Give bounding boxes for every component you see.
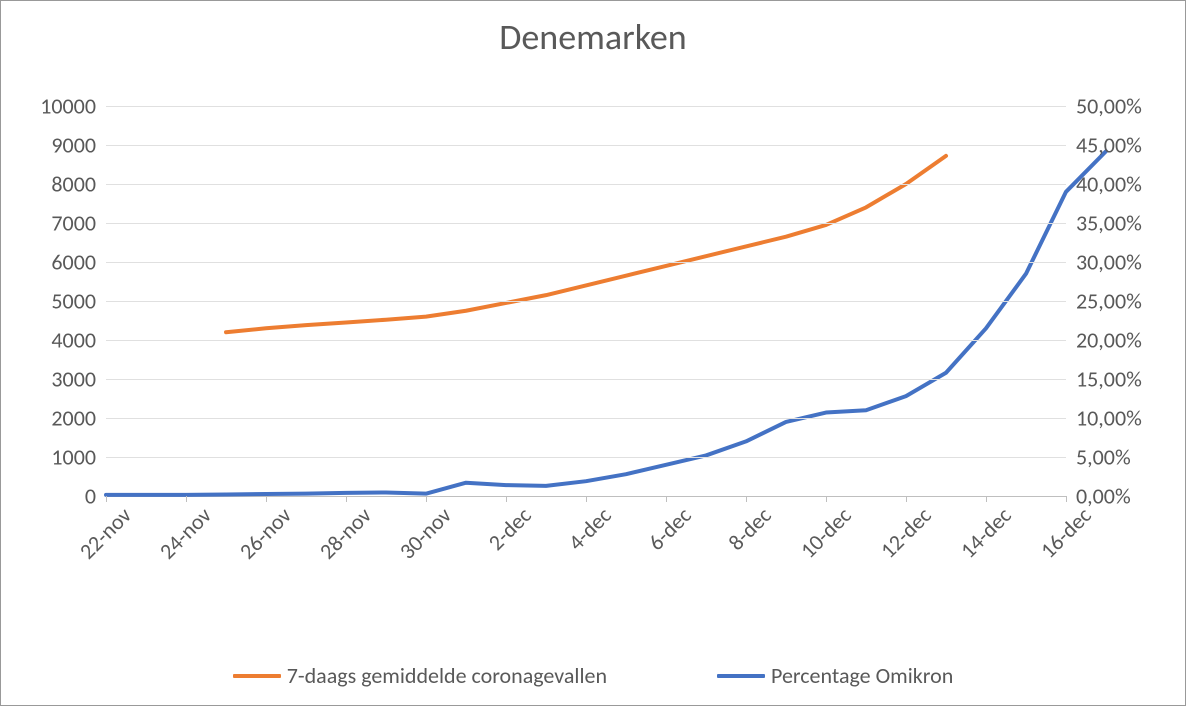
chart-title: Denemarken <box>1 15 1185 59</box>
gridline <box>106 340 1066 341</box>
gridline <box>106 262 1066 263</box>
legend-item: Percentage Omikron <box>717 662 953 689</box>
x-tick-label: 28-nov <box>308 496 377 565</box>
gridline <box>106 457 1066 458</box>
y-right-tick-label: 25,00% <box>1066 288 1142 315</box>
y-right-tick-label: 10,00% <box>1066 405 1142 432</box>
legend-swatch <box>233 674 281 678</box>
y-left-tick-label: 4000 <box>51 327 106 354</box>
gridline <box>106 106 1066 107</box>
y-left-tick-label: 10000 <box>40 93 106 120</box>
y-right-tick-label: 45,00% <box>1066 132 1142 159</box>
y-left-tick-label: 5000 <box>51 288 106 315</box>
x-tick-label: 22-nov <box>68 496 137 565</box>
y-left-tick-label: 2000 <box>51 405 106 432</box>
x-tick-label: 4-dec <box>557 496 617 556</box>
y-left-tick-label: 9000 <box>51 132 106 159</box>
x-tick-label: 8-dec <box>717 496 777 556</box>
gridline <box>106 184 1066 185</box>
y-right-tick-label: 5,00% <box>1066 444 1131 471</box>
y-left-tick-label: 8000 <box>51 171 106 198</box>
y-left-tick-label: 3000 <box>51 366 106 393</box>
legend-swatch <box>717 674 765 678</box>
y-right-tick-label: 40,00% <box>1066 171 1142 198</box>
gridline <box>106 145 1066 146</box>
x-tick-label: 12-dec <box>869 496 937 564</box>
gridline <box>106 379 1066 380</box>
plot-area: 00,00%10005,00%200010,00%300015,00%40002… <box>106 106 1066 497</box>
legend-label: 7-daags gemiddelde coronagevallen <box>287 662 607 689</box>
gridline <box>106 223 1066 224</box>
y-left-tick-label: 1000 <box>51 444 106 471</box>
x-tick-label: 6-dec <box>637 496 697 556</box>
x-tick-label: 30-nov <box>388 496 457 565</box>
series-omicron-line <box>106 151 1106 495</box>
x-tick-label: 10-dec <box>789 496 857 564</box>
x-tick-label: 2-dec <box>477 496 537 556</box>
y-left-tick-label: 7000 <box>51 210 106 237</box>
chart-container: Denemarken 00,00%10005,00%200010,00%3000… <box>0 0 1186 706</box>
gridline <box>106 418 1066 419</box>
y-right-tick-label: 30,00% <box>1066 249 1142 276</box>
legend-item: 7-daags gemiddelde coronagevallen <box>233 662 607 689</box>
y-right-tick-label: 20,00% <box>1066 327 1142 354</box>
y-left-tick-label: 6000 <box>51 249 106 276</box>
legend-label: Percentage Omikron <box>771 662 953 689</box>
y-right-tick-label: 15,00% <box>1066 366 1142 393</box>
x-tick-label: 24-nov <box>148 496 217 565</box>
gridline <box>106 301 1066 302</box>
legend: 7-daags gemiddelde coronagevallen Percent… <box>1 662 1185 689</box>
x-tick-label: 14-dec <box>949 496 1017 564</box>
y-right-tick-label: 35,00% <box>1066 210 1142 237</box>
series-cases-line <box>226 156 946 332</box>
x-tick-label: 26-nov <box>228 496 297 565</box>
y-right-tick-label: 50,00% <box>1066 93 1142 120</box>
